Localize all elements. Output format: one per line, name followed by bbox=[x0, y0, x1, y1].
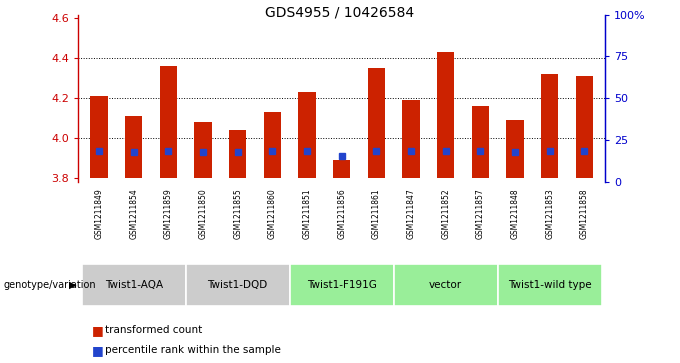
Bar bbox=[290, 264, 394, 306]
Bar bbox=[437, 52, 454, 178]
Bar bbox=[125, 116, 142, 178]
Bar bbox=[194, 122, 211, 178]
Bar bbox=[368, 68, 385, 178]
Text: GSM1211858: GSM1211858 bbox=[580, 188, 589, 238]
Text: percentile rank within the sample: percentile rank within the sample bbox=[105, 345, 282, 355]
Text: GSM1211850: GSM1211850 bbox=[199, 188, 207, 238]
Text: GSM1211861: GSM1211861 bbox=[372, 188, 381, 238]
Bar bbox=[160, 66, 177, 178]
Text: GSM1211859: GSM1211859 bbox=[164, 188, 173, 238]
Bar bbox=[507, 120, 524, 178]
Text: genotype/variation: genotype/variation bbox=[3, 280, 96, 290]
Text: ▶: ▶ bbox=[69, 280, 77, 290]
Text: GSM1211855: GSM1211855 bbox=[233, 188, 242, 238]
Bar bbox=[229, 130, 246, 178]
Bar bbox=[264, 112, 281, 178]
Text: GDS4955 / 10426584: GDS4955 / 10426584 bbox=[265, 5, 415, 20]
Text: GSM1211849: GSM1211849 bbox=[95, 188, 103, 238]
Text: Twist1-DQD: Twist1-DQD bbox=[207, 280, 268, 290]
Text: Twist1-AQA: Twist1-AQA bbox=[105, 280, 163, 290]
Text: ■: ■ bbox=[92, 344, 103, 357]
Text: GSM1211853: GSM1211853 bbox=[545, 188, 554, 238]
Text: transformed count: transformed count bbox=[105, 325, 203, 335]
Text: GSM1211856: GSM1211856 bbox=[337, 188, 346, 238]
Text: GSM1211848: GSM1211848 bbox=[511, 188, 520, 238]
Bar bbox=[403, 100, 420, 178]
Bar bbox=[299, 92, 316, 178]
Text: vector: vector bbox=[429, 280, 462, 290]
Bar bbox=[576, 76, 593, 178]
Bar bbox=[186, 264, 290, 306]
Text: GSM1211860: GSM1211860 bbox=[268, 188, 277, 238]
Text: GSM1211852: GSM1211852 bbox=[441, 188, 450, 238]
Text: GSM1211854: GSM1211854 bbox=[129, 188, 138, 238]
Text: ■: ■ bbox=[92, 324, 103, 337]
Text: GSM1211847: GSM1211847 bbox=[407, 188, 415, 238]
Text: Twist1-wild type: Twist1-wild type bbox=[508, 280, 592, 290]
Bar bbox=[90, 96, 107, 178]
Text: Twist1-F191G: Twist1-F191G bbox=[307, 280, 377, 290]
Bar bbox=[333, 160, 350, 178]
Bar bbox=[498, 264, 602, 306]
Text: GSM1211857: GSM1211857 bbox=[476, 188, 485, 238]
Text: GSM1211851: GSM1211851 bbox=[303, 188, 311, 238]
Bar bbox=[82, 264, 186, 306]
Bar bbox=[541, 74, 558, 178]
Bar bbox=[472, 106, 489, 178]
Bar bbox=[394, 264, 498, 306]
